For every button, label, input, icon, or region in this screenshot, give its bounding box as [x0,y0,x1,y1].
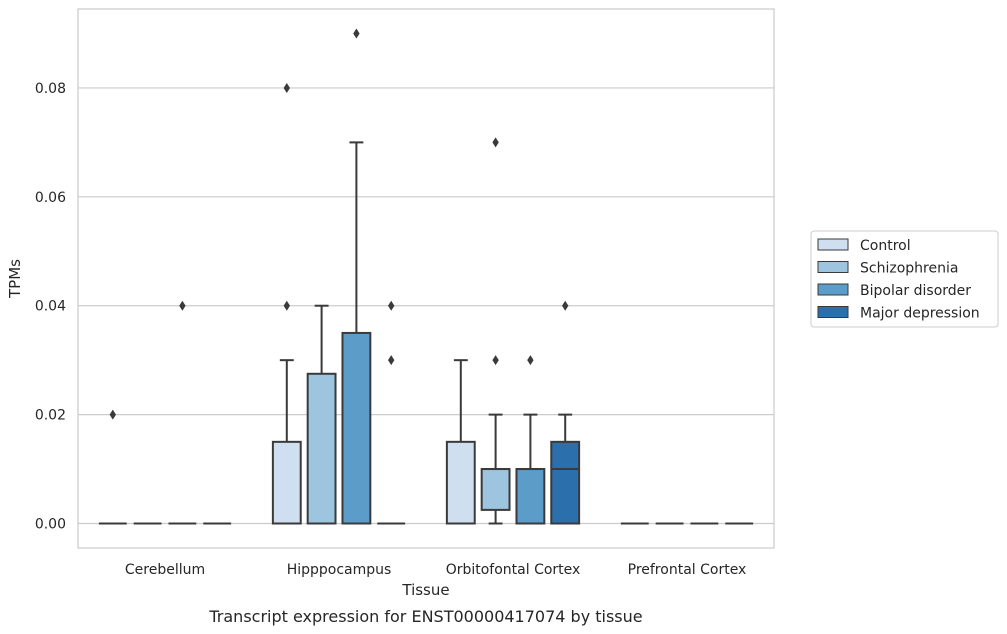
outlier-point [527,355,534,366]
legend-swatch [817,261,849,273]
box-plot-series [98,28,754,525]
box-group [271,82,302,525]
y-tick-label: 0.02 [35,408,66,424]
outlier-point [109,409,116,420]
box-group [445,359,476,525]
legend-frame [810,230,999,328]
outlier-point [179,300,186,311]
box [445,440,476,525]
box [341,331,372,525]
plot-area-frame [77,8,775,549]
box-group [377,300,406,525]
box-group [480,137,511,525]
x-tick-label: Prefrontal Cortex [628,562,747,578]
x-tick-label: Hipppocampus [287,562,392,578]
box-group [306,304,337,525]
outlier-point [283,82,290,93]
box [515,468,546,525]
y-tick-label: 0.00 [35,517,66,533]
legend: Control Schizophrenia Bipolar disorder Majo… [810,230,999,328]
box [550,440,581,525]
chart-title: Transcript expression for ENST0000041707… [208,607,642,626]
box-group [515,355,546,525]
x-tick-label: Cerebellum [125,562,205,578]
x-tick-label: Orbitofontal Cortex [446,562,581,578]
outlier-point [562,300,569,311]
outlier-point [388,300,395,311]
box-group [98,409,127,525]
box-group [168,300,197,525]
legend-label: Schizophrenia [860,261,958,277]
outlier-point [283,300,290,311]
legend-items: Control Schizophrenia Bipolar disorder Majo… [817,238,980,322]
y-axis-ticks: 0.00 0.02 0.04 0.06 0.08 [35,81,66,533]
outlier-point [353,28,360,39]
legend-label: Bipolar disorder [860,283,971,299]
box-group [341,28,372,525]
box [306,372,337,525]
outlier-point [492,355,499,366]
box [480,468,511,511]
y-tick-label: 0.06 [35,190,66,206]
y-tick-label: 0.08 [35,81,66,97]
legend-swatch [817,306,849,318]
x-axis-ticks: Cerebellum Hipppocampus Orbitofontal Corte… [125,562,746,578]
y-tick-label: 0.04 [35,299,66,315]
outlier-point [388,355,395,366]
y-axis-label: TPMs [6,259,24,299]
legend-label: Control [860,238,911,254]
legend-label: Major depression [860,306,980,322]
box-group [550,300,581,525]
legend-swatch [817,238,849,251]
outlier-point [492,137,499,148]
legend-swatch [817,283,849,296]
box [271,440,302,525]
x-axis-label: Tissue [401,581,449,599]
